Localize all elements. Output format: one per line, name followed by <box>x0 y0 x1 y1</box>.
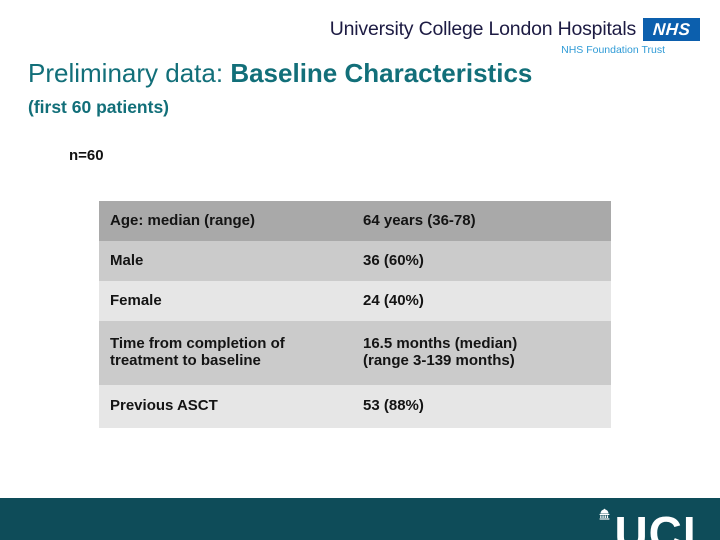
ucl-logo-text: UCL <box>614 507 712 540</box>
row-value: 64 years (36-78) <box>363 211 476 229</box>
row-value: 36 (60%) <box>363 251 424 269</box>
nhs-foundation-trust-label: NHS Foundation Trust <box>561 44 665 56</box>
row-value: 24 (40%) <box>363 291 424 309</box>
row-label: Age: median (range) <box>110 211 256 229</box>
page-title: Preliminary data: Baseline Characteristi… <box>28 58 532 89</box>
nhs-logo: NHS <box>643 18 700 41</box>
uclh-brand-lockup: University College London Hospitals NHS … <box>330 18 700 56</box>
page-title-emphasis: Baseline Characteristics <box>230 58 533 88</box>
table-row: Time from completion of treatment to bas… <box>99 321 611 385</box>
cohort-size-label: n=60 <box>69 147 104 164</box>
page-subtitle: (first 60 patients) <box>28 97 169 117</box>
table-row: Male 36 (60%) <box>99 241 611 281</box>
ucl-portico-icon <box>600 508 610 520</box>
table-row: Age: median (range) 64 years (36-78) <box>99 201 611 241</box>
table-row: Female 24 (40%) <box>99 281 611 321</box>
row-label: Previous ASCT <box>110 397 218 415</box>
table-row: Previous ASCT 53 (88%) <box>99 385 611 428</box>
ucl-logo: UCL <box>598 498 712 540</box>
row-value: 16.5 months (median) (range 3-139 months… <box>363 335 518 369</box>
row-label: Male <box>110 251 144 269</box>
row-label: Time from completion of treatment to bas… <box>110 335 285 369</box>
row-label: Female <box>110 291 162 309</box>
nhs-logo-text: NHS <box>652 19 691 39</box>
footer-band: UCL <box>0 498 720 540</box>
row-value: 53 (88%) <box>363 397 424 415</box>
baseline-characteristics-table: Age: median (range) 64 years (36-78) Mal… <box>99 201 611 428</box>
page-title-prefix: Preliminary data: <box>28 58 231 88</box>
org-name: University College London Hospitals <box>329 18 636 40</box>
